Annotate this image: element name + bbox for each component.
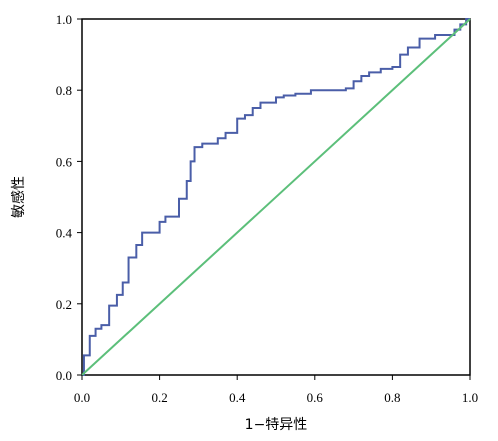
x-tick-label: 0.2 — [151, 390, 167, 405]
y-tick-label: 0.8 — [56, 83, 72, 98]
x-tick-label: 1.0 — [462, 390, 478, 405]
series-layer — [81, 18, 471, 376]
x-tick-label: 0.4 — [229, 390, 246, 405]
y-tick-label: 0.4 — [56, 226, 73, 241]
x-tick-label: 0.8 — [384, 390, 400, 405]
x-tick-label: 0.0 — [74, 390, 90, 405]
y-tick-label: 0.2 — [56, 297, 72, 312]
y-tick-label: 1.0 — [56, 12, 72, 27]
y-tick-label: 0.0 — [56, 368, 72, 383]
reference-diagonal-line — [81, 18, 471, 376]
roc-curve-line — [82, 18, 470, 376]
y-tick-label: 0.6 — [56, 154, 73, 169]
y-axis: 0.0 0.2 0.4 0.6 0.8 1.0 — [56, 12, 82, 383]
x-axis-title: 1−特异性 — [245, 417, 308, 433]
y-axis-title: 敏感性 — [10, 176, 27, 218]
x-tick-label: 0.6 — [307, 390, 324, 405]
x-axis: 0.0 0.2 0.4 0.6 0.8 1.0 — [74, 375, 478, 405]
